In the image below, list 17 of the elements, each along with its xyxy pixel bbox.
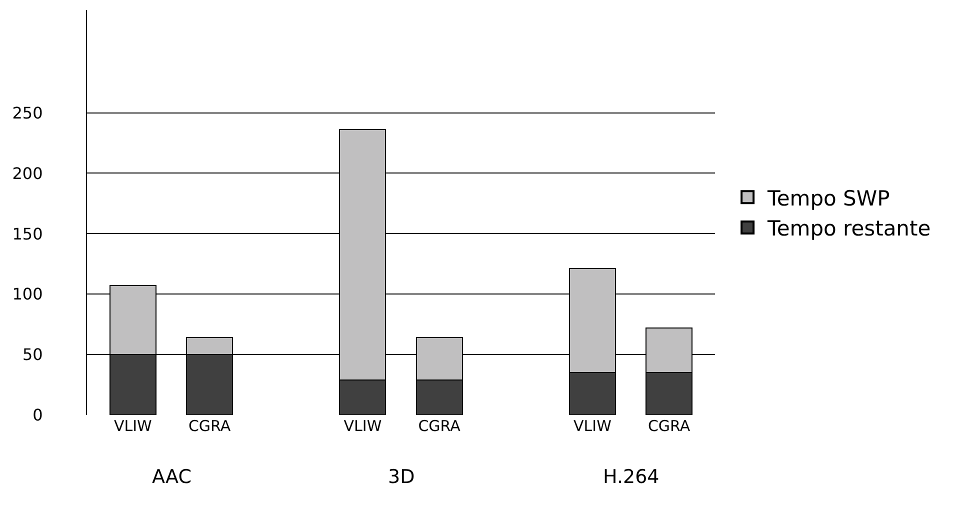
text: AAC (152, 466, 192, 488)
x-tick-label: CGRA (648, 417, 691, 435)
y-tick-label: 0 (32, 406, 43, 425)
x-tick-label: CGRA (418, 417, 462, 435)
x-tick-label: VLIW (114, 417, 152, 435)
y-tick-label: 50 (22, 345, 43, 364)
x-tick-label: VLIW (344, 417, 382, 435)
legend-label: Tempo restante (766, 216, 931, 241)
y-tick-label: 150 (12, 224, 43, 244)
x-tick-label: VLIW (574, 417, 612, 435)
y-tick-label: 100 (12, 284, 43, 304)
text: H.264 (603, 466, 660, 488)
y-tick-label: 200 (12, 164, 43, 183)
text: 3D (388, 466, 415, 488)
legend-label: Tempo SWP (766, 186, 890, 210)
y-tick-label: 250 (12, 103, 43, 122)
x-tick-label: CGRA (188, 417, 232, 435)
